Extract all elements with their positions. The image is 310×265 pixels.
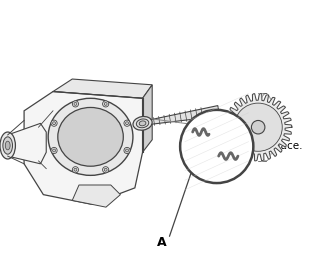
Text: A: A [157,236,167,249]
Polygon shape [143,85,152,152]
Text: B: B [258,130,268,143]
Polygon shape [8,123,46,164]
Circle shape [51,120,57,126]
Circle shape [124,147,130,153]
Circle shape [51,147,57,153]
Ellipse shape [140,121,145,126]
Text: Replace.: Replace. [258,142,303,152]
Ellipse shape [5,141,10,150]
Circle shape [53,122,55,125]
Circle shape [251,121,265,134]
Circle shape [103,167,109,173]
Circle shape [74,168,77,171]
Circle shape [126,149,128,152]
Polygon shape [142,105,219,125]
Circle shape [104,168,107,171]
Circle shape [53,149,55,152]
Polygon shape [53,79,152,98]
Circle shape [72,101,78,107]
Circle shape [74,103,77,105]
Ellipse shape [139,121,146,126]
Ellipse shape [58,107,123,166]
Circle shape [104,103,107,105]
Polygon shape [224,94,292,161]
Polygon shape [72,185,120,207]
Circle shape [180,110,253,183]
Circle shape [126,122,128,125]
Ellipse shape [133,117,152,130]
Circle shape [124,120,130,126]
Ellipse shape [48,98,133,175]
Circle shape [103,101,109,107]
Polygon shape [24,92,143,204]
Circle shape [234,103,282,151]
Ellipse shape [3,137,12,154]
Circle shape [72,167,78,173]
Ellipse shape [0,132,16,159]
Ellipse shape [136,119,149,128]
